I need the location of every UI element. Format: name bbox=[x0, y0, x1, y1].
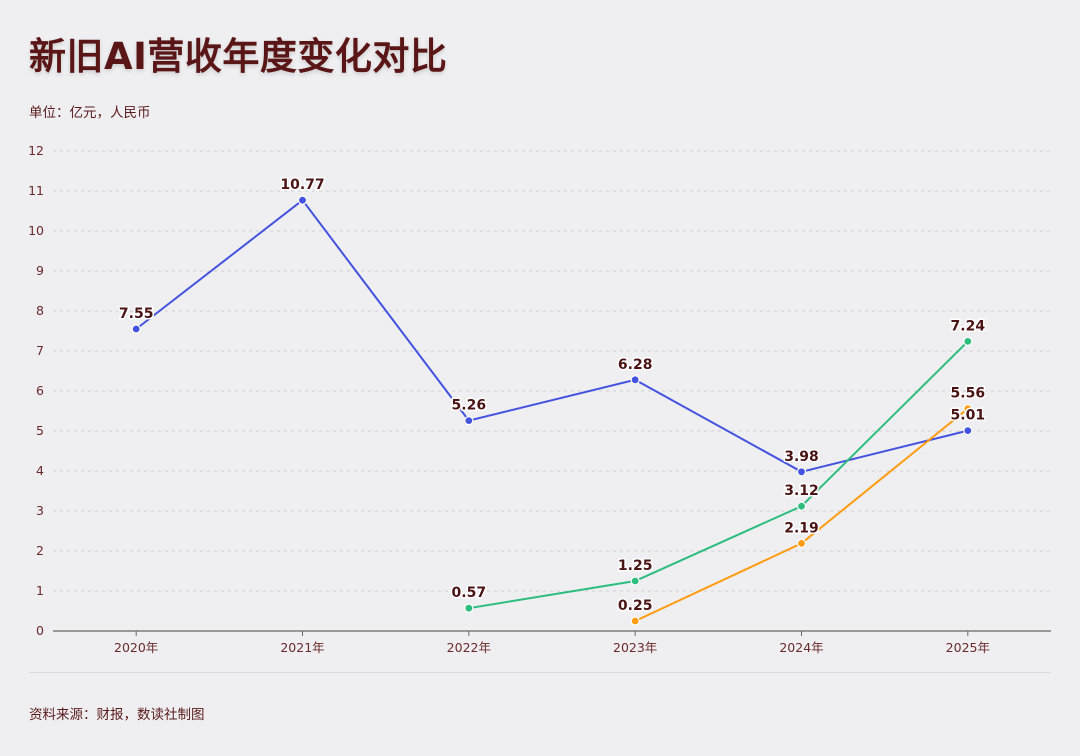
data-point bbox=[630, 616, 640, 626]
y-tick-label: 1 bbox=[36, 583, 44, 598]
data-point bbox=[464, 416, 474, 426]
data-point bbox=[963, 404, 973, 414]
data-point bbox=[963, 336, 973, 346]
data-point bbox=[796, 467, 807, 477]
data-label: 3.12 bbox=[784, 483, 819, 499]
data-label: 5.26 bbox=[452, 398, 487, 414]
data-point bbox=[464, 603, 474, 613]
data-point bbox=[630, 576, 640, 586]
x-tick-label: 2025年 bbox=[946, 640, 990, 655]
data-label: 5.56 bbox=[951, 386, 986, 402]
y-tick-label: 8 bbox=[36, 303, 44, 318]
data-label: 7.24 bbox=[951, 318, 986, 334]
data-point bbox=[963, 426, 973, 436]
y-tick-label: 10 bbox=[28, 223, 44, 238]
series-line-1 bbox=[468, 340, 969, 610]
data-label: 6.28 bbox=[618, 357, 653, 373]
y-tick-label: 6 bbox=[36, 383, 44, 398]
x-tick-label: 2024年 bbox=[779, 640, 823, 655]
data-label: 0.25 bbox=[618, 598, 653, 614]
y-tick-label: 4 bbox=[36, 463, 44, 478]
data-point bbox=[630, 375, 640, 385]
y-tick-label: 7 bbox=[36, 343, 44, 358]
data-label: 5.01 bbox=[951, 408, 986, 424]
data-label: 7.55 bbox=[119, 306, 154, 322]
y-tick-label: 12 bbox=[28, 143, 44, 158]
data-label: 1.25 bbox=[618, 558, 653, 574]
y-tick-label: 2 bbox=[36, 543, 44, 558]
series-line-2 bbox=[634, 407, 969, 622]
data-label: 2.19 bbox=[784, 520, 819, 536]
y-tick-label: 11 bbox=[28, 183, 44, 198]
x-tick-label: 2023年 bbox=[613, 640, 657, 655]
y-tick-label: 9 bbox=[36, 263, 44, 278]
data-point bbox=[131, 324, 141, 334]
data-point bbox=[796, 501, 807, 511]
data-point bbox=[796, 538, 807, 549]
data-point bbox=[297, 195, 308, 205]
source-note: 资料来源：财报，数读社制图 bbox=[29, 707, 205, 723]
data-label: 10.77 bbox=[280, 177, 324, 193]
y-tick-label: 0 bbox=[36, 623, 44, 638]
x-tick-label: 2022年 bbox=[447, 640, 491, 655]
unit-label: 单位：亿元，人民币 bbox=[29, 105, 151, 121]
data-label: 3.98 bbox=[784, 449, 819, 465]
data-label: 0.57 bbox=[452, 585, 487, 601]
x-tick-label: 2021年 bbox=[280, 640, 324, 655]
series-line-0 bbox=[135, 198, 969, 473]
divider bbox=[29, 672, 1051, 673]
y-tick-label: 5 bbox=[36, 423, 44, 438]
y-tick-label: 3 bbox=[36, 503, 44, 518]
chart-title: 新旧AI营收年度变化对比 bbox=[29, 35, 448, 78]
x-tick-label: 2020年 bbox=[114, 640, 158, 655]
